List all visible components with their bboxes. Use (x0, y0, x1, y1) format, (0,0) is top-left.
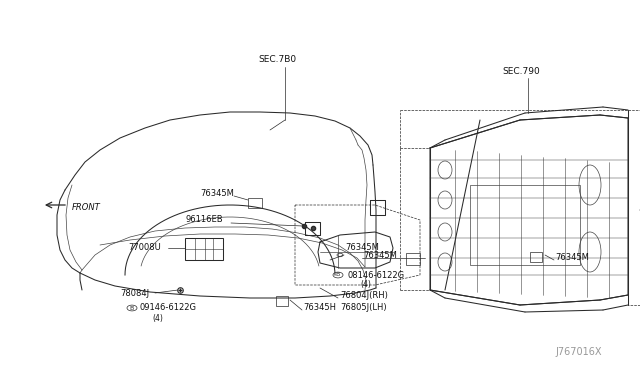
Text: B: B (130, 305, 134, 311)
Text: 78084J: 78084J (120, 289, 149, 298)
Bar (276, 296, 288, 306)
Text: SEC.790: SEC.790 (502, 67, 540, 77)
Bar (406, 253, 420, 265)
Text: 76345M: 76345M (345, 244, 379, 253)
Text: 77008U: 77008U (128, 244, 161, 253)
Text: B: B (336, 273, 340, 278)
Bar (470, 185, 580, 265)
Text: SEC.7B0: SEC.7B0 (258, 55, 296, 64)
Text: 76345H: 76345H (303, 304, 336, 312)
Text: (4): (4) (152, 314, 163, 323)
Bar (185, 238, 223, 260)
Text: 76804J(RH): 76804J(RH) (340, 291, 388, 299)
Text: 09146-6122G: 09146-6122G (140, 304, 197, 312)
Text: (4): (4) (360, 280, 371, 289)
Text: 76345M: 76345M (363, 250, 397, 260)
Text: 96116EB: 96116EB (185, 215, 223, 224)
Text: J767016X: J767016X (555, 347, 602, 357)
Text: 76345M: 76345M (200, 189, 234, 198)
Text: 76345M: 76345M (555, 253, 589, 263)
Text: 08146-6122G: 08146-6122G (347, 270, 404, 279)
Text: FRONT: FRONT (72, 203, 100, 212)
Text: 76805J(LH): 76805J(LH) (340, 302, 387, 311)
Bar (248, 198, 262, 208)
Bar (530, 252, 542, 262)
